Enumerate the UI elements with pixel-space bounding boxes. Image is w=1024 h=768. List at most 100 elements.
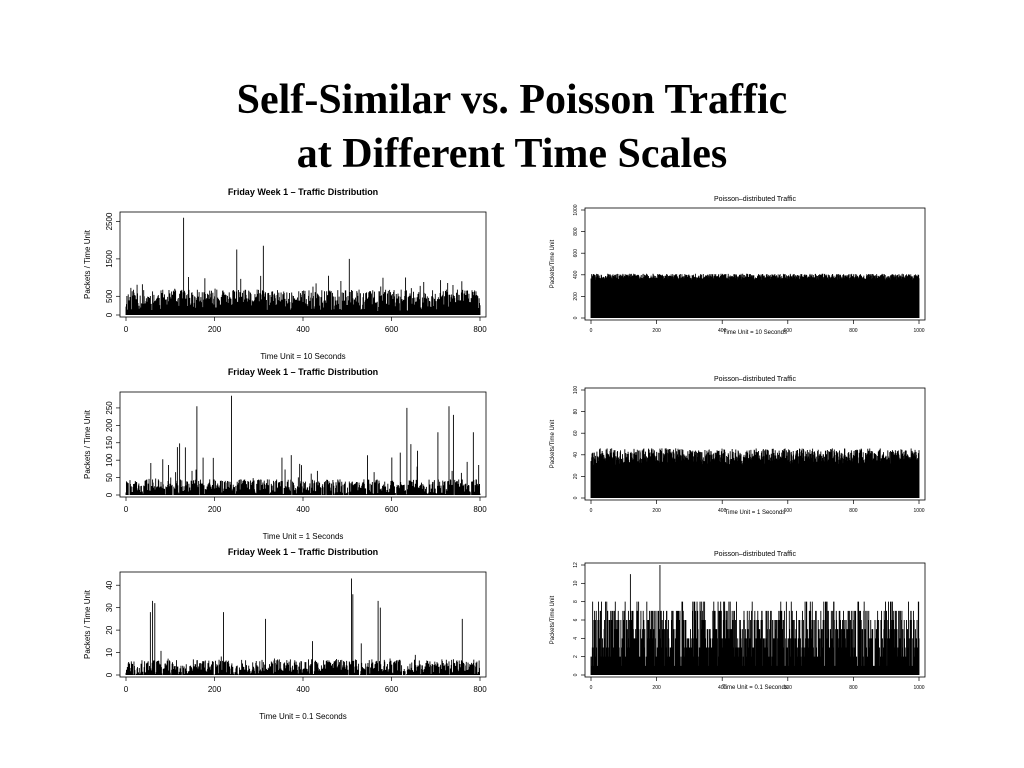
y-tick-label: 40: [105, 580, 114, 589]
y-axis-label: Packets / Time Unit: [83, 409, 92, 479]
x-tick-label: 0: [124, 685, 129, 694]
slide-title-line1: Self-Similar vs. Poisson Traffic: [236, 77, 788, 123]
y-tick-label: 150: [105, 436, 114, 450]
x-tick-label: 200: [208, 325, 222, 334]
x-axis-label: Time Unit = 0.1 Seconds: [259, 712, 347, 721]
y-axis-label: Packets / Time Unit: [83, 229, 92, 299]
x-tick-label: 400: [718, 508, 727, 514]
x-tick-label: 600: [385, 685, 399, 694]
x-tick-label: 800: [473, 685, 487, 694]
self-similar-chart-1s: Friday Week 1 – Traffic Distribution 0 200…: [83, 367, 487, 541]
x-tick-label: 400: [718, 328, 727, 334]
plot-frame: [119, 391, 487, 498]
x-tick-label: 200: [652, 328, 661, 334]
x-tick-label: 800: [473, 325, 487, 334]
x-tick-label: 0: [124, 505, 129, 514]
chart-title: Friday Week 1 – Traffic Distribution: [228, 367, 378, 377]
x-axis-label: Time Unit = 10 Seconds: [260, 352, 345, 361]
chart-title: Poisson–distributed Traffic: [714, 196, 796, 203]
x-tick-label: 0: [124, 325, 129, 334]
poisson-chart-0-1s: Poisson–distributed Traffic 0 200 400 600 800…: [550, 551, 926, 691]
x-axis-label: Time Unit = 1 Seconds: [263, 532, 344, 541]
x-axis-label: Time Unit = 10 Seconds: [723, 330, 787, 336]
x-tick-label: 200: [652, 685, 661, 691]
y-tick-label: 100: [105, 453, 114, 467]
series-bars: [125, 578, 481, 675]
bar-series: [590, 273, 920, 318]
y-tick-label: 250: [105, 401, 114, 415]
slide-title-line2: at Different Time Scales: [296, 131, 728, 177]
x-tick-label: 600: [784, 508, 793, 514]
y-tick-label: 400: [573, 270, 579, 279]
chart-title: Friday Week 1 – Traffic Distribution: [228, 187, 378, 197]
x-tick-label: 400: [296, 685, 310, 694]
chart-title: Poisson–distributed Traffic: [714, 551, 796, 558]
y-tick-label: 1000: [573, 204, 579, 215]
x-tick-label: 800: [849, 328, 858, 334]
y-tick-label: 10: [573, 580, 579, 586]
x-tick-label: 400: [296, 325, 310, 334]
y-axis-label: Packets/Time Unit: [550, 419, 556, 468]
y-tick-label: 2500: [105, 212, 114, 230]
bar-series: [125, 578, 481, 675]
x-tick-label: 200: [208, 685, 222, 694]
y-tick-label: 40: [573, 452, 579, 458]
y-tick-label: 6: [573, 618, 579, 621]
y-tick-label: 0: [105, 312, 114, 317]
y-tick-label: 20: [105, 625, 114, 634]
y-tick-label: 8: [573, 600, 579, 603]
y-tick-label: 1500: [105, 249, 114, 267]
series-bars: [125, 395, 481, 495]
x-tick-label: 600: [784, 328, 793, 334]
series-bars: [590, 565, 920, 675]
x-tick-label: 200: [652, 508, 661, 514]
y-tick-label: 80: [573, 409, 579, 415]
series-bars: [125, 217, 481, 315]
bar-series: [125, 395, 481, 495]
y-tick-label: 200: [573, 292, 579, 301]
y-tick-label: 20: [573, 473, 579, 479]
bar-series: [125, 217, 481, 315]
x-tick-label: 1000: [913, 328, 924, 334]
y-axis-label: Packets / Time Unit: [83, 589, 92, 659]
y-tick-label: 200: [105, 418, 114, 432]
y-tick-label: 500: [105, 289, 114, 303]
x-tick-label: 400: [296, 505, 310, 514]
slide-title: Self-Similar vs. Poisson Traffic at Diff…: [0, 73, 1024, 181]
plot-frame: [119, 571, 487, 678]
y-tick-label: 60: [573, 430, 579, 436]
x-axis-label: Time Unit = 0.1 Seconds: [722, 685, 788, 691]
x-axis-label: Time Unit = 1 Seconds: [725, 510, 786, 516]
x-tick-label: 0: [590, 685, 593, 691]
poisson-chart-10s: Poisson–distributed Traffic 0 200 400 600 800…: [550, 196, 926, 336]
y-tick-label: 800: [573, 227, 579, 236]
y-tick-label: 0: [105, 672, 114, 677]
x-tick-label: 0: [590, 508, 593, 514]
y-tick-label: 2: [573, 655, 579, 658]
y-tick-label: 0: [573, 316, 579, 319]
chart-title: Friday Week 1 – Traffic Distribution: [228, 547, 378, 557]
self-similar-chart-10s: Friday Week 1 – Traffic Distribution 0 200…: [83, 187, 487, 361]
x-tick-label: 800: [473, 505, 487, 514]
x-tick-label: 800: [849, 685, 858, 691]
y-axis-label: Packets/Time Unit: [550, 239, 556, 288]
x-tick-label: 200: [208, 505, 222, 514]
plot-frame: [584, 207, 926, 321]
y-tick-label: 0: [573, 673, 579, 676]
y-tick-label: 4: [573, 637, 579, 640]
y-tick-label: 10: [105, 648, 114, 657]
x-tick-label: 600: [385, 325, 399, 334]
series-bars: [590, 273, 920, 318]
x-tick-label: 1000: [913, 685, 924, 691]
x-tick-label: 600: [784, 685, 793, 691]
y-tick-label: 12: [573, 562, 579, 568]
bar-series: [590, 448, 920, 498]
y-tick-label: 100: [573, 386, 579, 395]
y-axis-label: Packets/Time Unit: [550, 595, 556, 644]
chart-title: Poisson–distributed Traffic: [714, 376, 796, 383]
y-tick-label: 600: [573, 249, 579, 258]
y-tick-label: 0: [573, 496, 579, 499]
y-tick-label: 30: [105, 603, 114, 612]
